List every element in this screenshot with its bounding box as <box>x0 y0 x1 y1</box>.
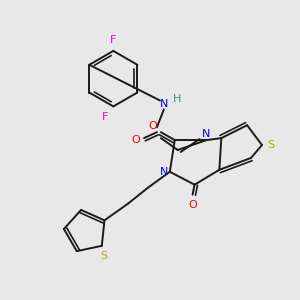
Text: N: N <box>160 99 168 110</box>
Text: F: F <box>110 35 116 45</box>
Text: O: O <box>148 121 157 131</box>
Text: S: S <box>100 251 107 261</box>
Text: H: H <box>172 94 181 104</box>
Text: S: S <box>267 140 274 150</box>
Text: O: O <box>132 135 140 145</box>
Text: O: O <box>188 200 197 211</box>
Text: F: F <box>102 112 109 122</box>
Text: N: N <box>160 167 168 177</box>
Text: N: N <box>202 129 211 139</box>
